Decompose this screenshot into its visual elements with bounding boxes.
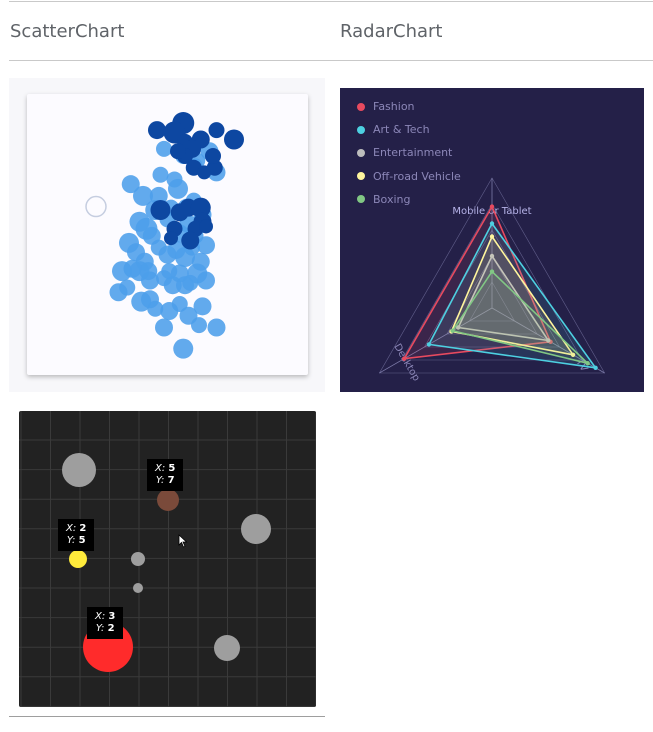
legend-item-art-tech[interactable]: Art & Tech (357, 118, 461, 141)
bubble-point[interactable] (139, 262, 158, 281)
legend-dot-icon (357, 148, 365, 157)
bubble-point-dark[interactable] (170, 143, 186, 160)
tooltip-point-5-7: X: 5 Y: 7 (147, 459, 184, 491)
radar-vertex[interactable] (489, 234, 495, 239)
bubble-point[interactable] (141, 290, 159, 309)
dark-scatter-point[interactable] (69, 550, 87, 568)
legend-label: Off-road Vehicle (373, 169, 461, 183)
scatter-chart-heading: ScatterChart (10, 21, 125, 42)
dark-scatter-point[interactable] (214, 635, 240, 661)
dark-grid (19, 411, 316, 707)
bubble-plot (85, 112, 244, 359)
legend-label: Entertainment (373, 146, 453, 160)
bubble-point[interactable] (119, 279, 136, 296)
bubble-point-dark[interactable] (224, 129, 244, 150)
bubble-point-dark[interactable] (148, 121, 166, 140)
bubble-point[interactable] (166, 171, 183, 188)
bubble-point[interactable] (152, 166, 169, 183)
tooltip-point-3-2: X: 3 Y: 2 (87, 607, 124, 639)
radar-vertex[interactable] (489, 253, 495, 259)
radar-vertex[interactable] (570, 352, 576, 357)
legend-dot-icon (357, 102, 365, 111)
bubble-point[interactable] (193, 297, 212, 316)
header-divider (9, 60, 653, 61)
legend-item-boxing[interactable]: Boxing (357, 188, 461, 211)
dark-scatter-point[interactable] (241, 514, 271, 544)
bottom-divider (9, 716, 325, 717)
legend-item-fashion[interactable]: Fashion (357, 95, 461, 118)
bubble-point[interactable] (155, 318, 173, 337)
bubble-point-dark[interactable] (150, 200, 171, 220)
legend-label: Boxing (373, 192, 411, 206)
radar-grid-ring (378, 177, 606, 374)
bubble-point[interactable] (156, 140, 172, 157)
bubble-point-dark[interactable] (181, 231, 200, 250)
bubble-point[interactable] (191, 317, 207, 334)
radar-grid-ring (401, 203, 583, 361)
radar-series-4[interactable] (451, 270, 591, 365)
legend-item-off-road[interactable]: Off-road Vehicle (357, 165, 461, 188)
bubble-point[interactable] (197, 236, 215, 255)
radar-chart-heading: RadarChart (340, 21, 443, 42)
radar-grid-ring (468, 281, 516, 322)
bubble-point[interactable] (133, 185, 153, 206)
bubble-point[interactable] (171, 296, 188, 312)
dark-scatter-point[interactable] (131, 552, 145, 566)
bubble-point-dark[interactable] (199, 219, 213, 234)
radar-vertex[interactable] (426, 342, 432, 347)
legend-dot-icon (357, 195, 365, 204)
radar-vertex[interactable] (456, 325, 461, 330)
dark-scatter-card: X: 5 Y: 7 X: 2 Y: 5 X: 3 Y: 2 (19, 411, 316, 707)
radar-vertex[interactable] (489, 221, 495, 226)
radar-vertex[interactable] (401, 356, 407, 361)
radar-grid-ring (446, 255, 538, 335)
radar-vertex[interactable] (489, 269, 495, 274)
tooltip-point-2-5: X: 2 Y: 5 (58, 519, 95, 551)
bubble-point[interactable] (161, 263, 178, 280)
dark-scatter-point[interactable] (133, 583, 143, 593)
radar-series-3[interactable] (450, 234, 575, 356)
radar-plot: Mobile or Tablet TV Desktop (378, 177, 606, 383)
legend-label: Fashion (373, 100, 415, 114)
radar-vertex[interactable] (489, 204, 495, 209)
bubble-point[interactable] (197, 271, 215, 290)
dark-scatter-point[interactable] (157, 489, 179, 511)
legend-dot-icon (357, 172, 365, 181)
bubble-point-dark[interactable] (205, 147, 221, 164)
legend-label: Art & Tech (373, 123, 430, 137)
radar-vertex[interactable] (593, 365, 598, 370)
legend-item-entertainment[interactable]: Entertainment (357, 141, 461, 164)
radar-axis-line (379, 307, 493, 374)
bubble-point-dark[interactable] (206, 159, 223, 176)
dark-scatter-plot (19, 411, 316, 707)
bubble-point[interactable] (129, 211, 150, 232)
dark-scatter-point[interactable] (62, 453, 96, 487)
radar-vertex[interactable] (450, 328, 455, 333)
legend-dot-icon (357, 125, 365, 134)
bubble-point-dark[interactable] (164, 231, 178, 246)
bubble-point[interactable] (112, 261, 132, 282)
bubble-point[interactable] (121, 175, 140, 194)
radar-vertex[interactable] (585, 361, 590, 366)
radar-legend: Fashion Art & Tech Entertainment Off-roa… (357, 95, 461, 211)
top-divider (9, 1, 653, 2)
bubble-point[interactable] (207, 318, 226, 337)
bubble-point-hollow[interactable] (85, 195, 107, 218)
radar-vertex[interactable] (546, 338, 551, 343)
scatter-chart-bubbles (27, 94, 308, 375)
radar-chart-card: Mobile or Tablet TV Desktop (340, 88, 644, 392)
bubble-point[interactable] (173, 338, 194, 359)
bubble-point-dark[interactable] (208, 122, 225, 139)
bubble-point-dark[interactable] (190, 197, 211, 218)
bubble-point[interactable] (176, 276, 194, 295)
radar-grid (378, 177, 606, 374)
